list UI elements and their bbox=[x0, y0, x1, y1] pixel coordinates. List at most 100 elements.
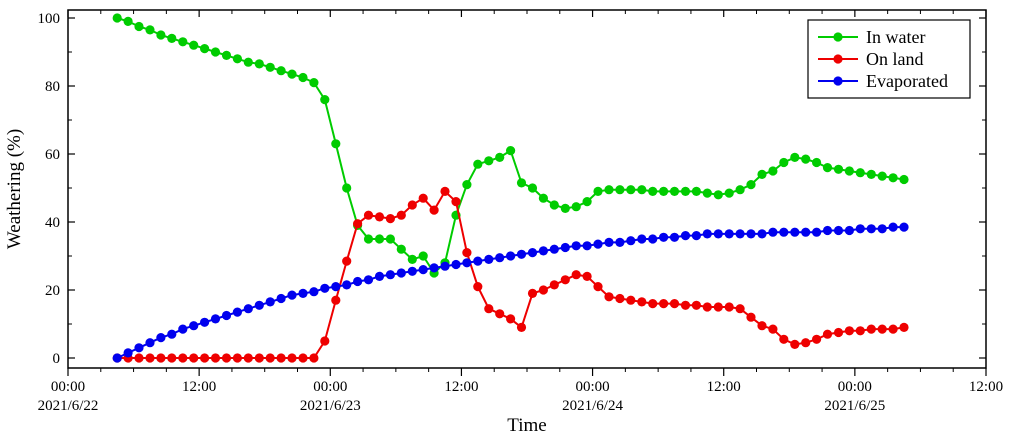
data-point-in-water bbox=[669, 186, 680, 196]
data-point-evaporated bbox=[571, 241, 581, 251]
data-point-evaporated bbox=[265, 297, 275, 307]
data-point-in-water bbox=[713, 190, 723, 200]
series-evaporated bbox=[112, 222, 909, 363]
data-point-evaporated bbox=[626, 236, 636, 246]
data-point-in-water bbox=[342, 183, 352, 193]
data-point-evaporated bbox=[506, 251, 516, 261]
legend-label-evaporated: Evaporated bbox=[866, 71, 948, 91]
data-point-in-water bbox=[189, 40, 199, 50]
data-point-in-water bbox=[254, 59, 264, 69]
data-point-evaporated bbox=[637, 234, 647, 244]
data-point-in-water bbox=[407, 254, 417, 264]
data-point-on-land bbox=[888, 324, 898, 334]
data-point-on-land bbox=[855, 326, 865, 336]
data-point-on-land bbox=[342, 256, 352, 266]
data-point-on-land bbox=[254, 353, 264, 363]
x-tick-label-time: 00:00 bbox=[313, 379, 347, 395]
data-point-in-water bbox=[484, 156, 494, 166]
data-point-on-land bbox=[560, 275, 570, 285]
data-point-in-water bbox=[560, 203, 570, 213]
data-point-in-water bbox=[167, 33, 177, 44]
data-point-evaporated bbox=[200, 317, 210, 327]
series-in-water bbox=[112, 13, 909, 278]
x-tick-label-time: 12:00 bbox=[969, 379, 1003, 395]
data-point-evaporated bbox=[822, 225, 833, 236]
data-point-evaporated bbox=[156, 333, 166, 343]
data-point-on-land bbox=[156, 353, 166, 363]
data-point-in-water bbox=[506, 146, 516, 156]
data-point-in-water bbox=[123, 16, 133, 26]
legend-marker-on-land bbox=[833, 54, 843, 64]
data-point-in-water bbox=[801, 154, 811, 164]
data-point-on-land bbox=[691, 300, 702, 310]
data-point-evaporated bbox=[593, 239, 603, 249]
x-tick-label-time: 00:00 bbox=[838, 379, 872, 395]
data-point-on-land bbox=[516, 322, 527, 332]
data-point-in-water bbox=[593, 186, 603, 196]
data-point-evaporated bbox=[309, 287, 319, 297]
data-point-evaporated bbox=[801, 227, 811, 237]
data-point-evaporated bbox=[484, 254, 494, 264]
data-point-on-land bbox=[757, 321, 767, 331]
data-point-on-land bbox=[637, 297, 647, 307]
data-point-evaporated bbox=[812, 227, 822, 237]
series-layer bbox=[112, 13, 909, 363]
data-point-in-water bbox=[156, 30, 166, 40]
data-point-in-water bbox=[582, 197, 592, 207]
data-point-evaporated bbox=[374, 271, 385, 281]
x-tick-label-time: 00:00 bbox=[575, 379, 609, 395]
data-point-on-land bbox=[145, 353, 155, 363]
data-point-on-land bbox=[582, 271, 592, 281]
data-point-on-land bbox=[593, 282, 603, 292]
data-point-evaporated bbox=[866, 224, 876, 234]
data-point-on-land bbox=[735, 304, 745, 314]
data-point-evaporated bbox=[221, 310, 232, 321]
legend-marker-evaporated bbox=[833, 76, 843, 86]
data-point-evaporated bbox=[604, 237, 614, 247]
data-point-in-water bbox=[462, 180, 472, 190]
data-point-evaporated bbox=[877, 224, 887, 234]
data-point-on-land bbox=[298, 353, 308, 363]
data-point-evaporated bbox=[724, 229, 734, 239]
data-point-evaporated bbox=[178, 324, 188, 334]
x-tick-label-time: 00:00 bbox=[51, 379, 85, 395]
data-point-in-water bbox=[265, 62, 275, 72]
data-point-on-land bbox=[265, 353, 275, 363]
data-point-evaporated bbox=[363, 275, 374, 285]
data-point-evaporated bbox=[298, 288, 308, 298]
data-point-evaporated bbox=[123, 348, 133, 358]
data-point-on-land bbox=[680, 300, 691, 310]
data-point-on-land bbox=[167, 353, 177, 363]
series-line-on-land bbox=[117, 189, 905, 359]
legend-label-in-water: In water bbox=[866, 27, 925, 47]
data-point-in-water bbox=[495, 152, 505, 162]
data-point-evaporated bbox=[615, 237, 625, 247]
data-point-on-land bbox=[724, 302, 734, 312]
data-point-on-land bbox=[473, 282, 483, 292]
data-point-on-land bbox=[232, 353, 242, 363]
data-point-in-water bbox=[396, 244, 406, 254]
data-point-in-water bbox=[637, 185, 647, 195]
data-point-evaporated bbox=[342, 280, 352, 290]
data-point-on-land bbox=[385, 214, 395, 224]
data-point-evaporated bbox=[189, 321, 199, 331]
data-point-in-water bbox=[833, 164, 844, 174]
data-point-evaporated bbox=[669, 232, 680, 242]
data-point-evaporated bbox=[167, 329, 177, 339]
data-point-in-water bbox=[363, 234, 374, 244]
data-point-on-land bbox=[538, 285, 549, 295]
legend-label-on-land: On land bbox=[866, 49, 924, 69]
data-point-evaporated bbox=[134, 343, 144, 353]
data-point-evaporated bbox=[473, 256, 483, 266]
data-point-on-land bbox=[276, 353, 286, 363]
data-point-evaporated bbox=[560, 242, 570, 253]
data-point-evaporated bbox=[320, 283, 330, 293]
data-point-in-water bbox=[888, 173, 898, 183]
data-point-in-water bbox=[516, 178, 527, 188]
data-point-on-land bbox=[396, 210, 406, 220]
data-point-on-land bbox=[669, 299, 680, 309]
data-point-in-water bbox=[549, 200, 559, 210]
data-point-in-water bbox=[680, 186, 691, 196]
data-point-on-land bbox=[309, 353, 319, 363]
